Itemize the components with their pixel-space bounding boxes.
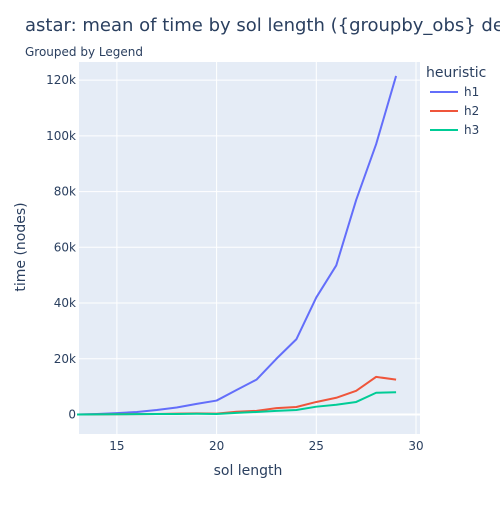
y-axis-title: time (nodes) — [13, 202, 29, 291]
x-tick-label: 15 — [109, 439, 124, 453]
y-tick-label: 100k — [46, 129, 76, 143]
legend-label-h2: h2 — [464, 104, 479, 118]
legend-title: heuristic — [426, 65, 486, 81]
y-tick-label: 60k — [54, 240, 76, 254]
legend-label-h1: h1 — [464, 85, 479, 99]
plot-area — [79, 62, 420, 434]
y-tick-label: 0 — [68, 407, 76, 421]
y-tick-label: 120k — [46, 73, 76, 87]
x-axis-title: sol length — [214, 463, 283, 479]
y-tick-label: 80k — [54, 185, 76, 199]
y-tick-label: 40k — [54, 296, 76, 310]
chart-title: astar: mean of time by sol length ({grou… — [25, 15, 500, 36]
y-tick-label: 20k — [54, 352, 76, 366]
x-tick-label: 25 — [309, 439, 324, 453]
legend-label-h3: h3 — [464, 123, 479, 137]
x-tick-label: 30 — [408, 439, 423, 453]
x-tick-label: 20 — [209, 439, 224, 453]
chart-subtitle: Grouped by Legend — [25, 45, 143, 59]
